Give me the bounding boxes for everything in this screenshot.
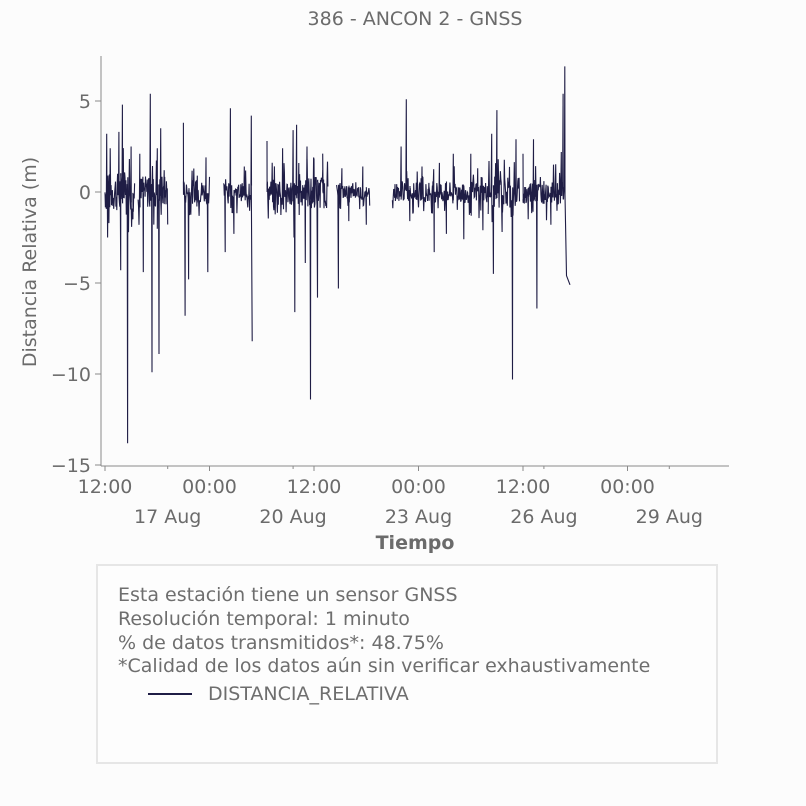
series-group bbox=[104, 66, 571, 444]
legend-swatch bbox=[148, 693, 192, 695]
y-ticks: 5 0 −5 −10 −15 bbox=[51, 91, 101, 477]
series-line-segment bbox=[431, 153, 489, 253]
y-tick-label: −5 bbox=[63, 273, 91, 295]
series-line-segment bbox=[137, 93, 169, 373]
gnss-chart: 386 - ANCON 2 - GNSS Distancia Relativa … bbox=[19, 8, 729, 554]
y-tick-label: 0 bbox=[79, 182, 91, 204]
series-line-segment bbox=[336, 166, 371, 289]
series-line-segment bbox=[391, 99, 433, 222]
y-tick-label: 5 bbox=[79, 91, 91, 113]
x-tick-label-date: 20 Aug bbox=[259, 506, 326, 528]
x-tick-label-date: 29 Aug bbox=[636, 506, 703, 528]
series-line-segment bbox=[222, 108, 253, 342]
x-tick-label-time: 00:00 bbox=[182, 476, 237, 498]
x-tick-label-date: 17 Aug bbox=[134, 506, 201, 528]
series-line-segment bbox=[306, 153, 329, 400]
x-axis-label: Tiempo bbox=[376, 532, 455, 554]
info-legend-box: Esta estación tiene un sensor GNSS Resol… bbox=[96, 564, 718, 764]
series-line-segment bbox=[487, 110, 521, 380]
x-tick-label-time: 12:00 bbox=[78, 476, 133, 498]
x-tick-label-time: 00:00 bbox=[600, 476, 655, 498]
legend-label: DISTANCIA_RELATIVA bbox=[208, 683, 409, 705]
x-tick-label-date: 26 Aug bbox=[510, 506, 577, 528]
x-tick-label-date: 23 Aug bbox=[385, 506, 452, 528]
series-line-segment bbox=[104, 104, 136, 444]
x-tick-label-time: 12:00 bbox=[287, 476, 342, 498]
y-axis-label: Distancia Relativa (m) bbox=[19, 157, 41, 367]
info-transmitted-text: % de datos transmitidos*: 48.75% bbox=[118, 632, 444, 654]
chart-title: 386 - ANCON 2 - GNSS bbox=[308, 8, 523, 30]
legend-entry: DISTANCIA_RELATIVA bbox=[148, 682, 409, 706]
series-line-segment bbox=[522, 66, 571, 309]
y-tick-label: −15 bbox=[51, 455, 91, 477]
series-line-segment bbox=[182, 122, 211, 316]
x-tick-label-time: 12:00 bbox=[496, 476, 551, 498]
info-sensor-text: Esta estación tiene un sensor GNSS bbox=[118, 584, 458, 606]
info-resolution-text: Resolución temporal: 1 minuto bbox=[118, 608, 410, 630]
y-tick-label: −10 bbox=[51, 364, 91, 386]
info-quality-text: *Calidad de los datos aún sin verificar … bbox=[118, 655, 651, 677]
x-tick-label-time: 00:00 bbox=[391, 476, 446, 498]
series-line-segment bbox=[266, 124, 308, 313]
x-ticks: 12:00 00:00 12:00 00:00 12:00 00:00 17 Aug 20 A… bbox=[78, 466, 703, 528]
